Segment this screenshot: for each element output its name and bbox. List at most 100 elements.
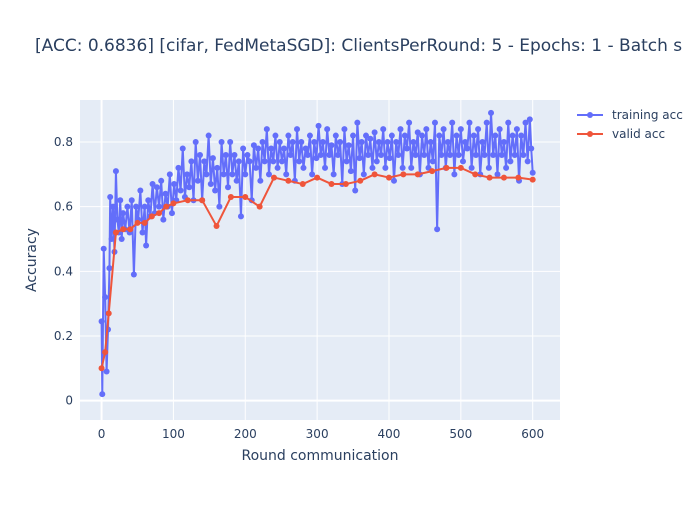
data-point-training-acc[interactable] xyxy=(197,152,203,158)
data-point-valid-acc[interactable] xyxy=(329,181,335,187)
data-point-training-acc[interactable] xyxy=(290,139,296,145)
data-point-valid-acc[interactable] xyxy=(472,171,478,177)
data-point-training-acc[interactable] xyxy=(163,191,169,197)
data-point-training-acc[interactable] xyxy=(503,165,509,171)
data-point-training-acc[interactable] xyxy=(109,236,115,242)
data-point-training-acc[interactable] xyxy=(106,265,112,271)
data-point-training-acc[interactable] xyxy=(300,165,306,171)
data-point-training-acc[interactable] xyxy=(423,126,429,132)
data-point-training-acc[interactable] xyxy=(210,155,216,161)
data-point-training-acc[interactable] xyxy=(318,152,324,158)
data-point-training-acc[interactable] xyxy=(119,236,125,242)
data-point-training-acc[interactable] xyxy=(120,210,126,216)
data-point-training-acc[interactable] xyxy=(171,181,177,187)
data-point-training-acc[interactable] xyxy=(430,158,436,164)
data-point-training-acc[interactable] xyxy=(369,165,375,171)
data-point-training-acc[interactable] xyxy=(337,139,343,145)
data-point-training-acc[interactable] xyxy=(253,165,259,171)
data-point-training-acc[interactable] xyxy=(324,126,330,132)
data-point-training-acc[interactable] xyxy=(367,136,373,142)
data-point-valid-acc[interactable] xyxy=(214,223,220,229)
data-point-training-acc[interactable] xyxy=(385,139,391,145)
data-point-training-acc[interactable] xyxy=(99,391,105,397)
data-point-valid-acc[interactable] xyxy=(120,226,126,232)
data-point-valid-acc[interactable] xyxy=(99,365,105,371)
data-point-training-acc[interactable] xyxy=(193,139,199,145)
data-point-training-acc[interactable] xyxy=(244,152,250,158)
data-point-training-acc[interactable] xyxy=(154,184,160,190)
data-point-training-acc[interactable] xyxy=(346,142,352,148)
data-point-training-acc[interactable] xyxy=(184,171,190,177)
data-point-training-acc[interactable] xyxy=(188,158,194,164)
data-point-training-acc[interactable] xyxy=(231,152,237,158)
data-point-training-acc[interactable] xyxy=(178,188,184,194)
data-point-training-acc[interactable] xyxy=(298,139,304,145)
data-point-valid-acc[interactable] xyxy=(458,165,464,171)
data-point-training-acc[interactable] xyxy=(219,139,225,145)
data-point-training-acc[interactable] xyxy=(436,133,442,139)
data-point-training-acc[interactable] xyxy=(247,158,253,164)
data-point-training-acc[interactable] xyxy=(137,188,143,194)
data-point-training-acc[interactable] xyxy=(404,145,410,151)
data-point-training-acc[interactable] xyxy=(462,139,468,145)
data-point-training-acc[interactable] xyxy=(376,139,382,145)
data-point-training-acc[interactable] xyxy=(393,139,399,145)
data-point-training-acc[interactable] xyxy=(102,294,108,300)
data-point-training-acc[interactable] xyxy=(331,171,337,177)
data-point-training-acc[interactable] xyxy=(221,171,227,177)
data-point-training-acc[interactable] xyxy=(464,145,470,151)
data-point-training-acc[interactable] xyxy=(143,242,149,248)
data-point-training-acc[interactable] xyxy=(528,145,534,151)
data-point-valid-acc[interactable] xyxy=(530,177,536,183)
data-point-training-acc[interactable] xyxy=(311,139,317,145)
data-point-valid-acc[interactable] xyxy=(285,178,291,184)
data-point-valid-acc[interactable] xyxy=(134,220,140,226)
data-point-valid-acc[interactable] xyxy=(228,194,234,200)
data-point-training-acc[interactable] xyxy=(216,204,222,210)
data-point-training-acc[interactable] xyxy=(458,126,464,132)
data-point-valid-acc[interactable] xyxy=(487,175,493,181)
data-point-training-acc[interactable] xyxy=(428,139,434,145)
data-point-training-acc[interactable] xyxy=(158,178,164,184)
data-point-training-acc[interactable] xyxy=(432,120,438,126)
data-point-training-acc[interactable] xyxy=(270,158,276,164)
data-point-training-acc[interactable] xyxy=(110,204,116,210)
data-point-training-acc[interactable] xyxy=(395,152,401,158)
data-point-training-acc[interactable] xyxy=(255,145,261,151)
data-point-training-acc[interactable] xyxy=(451,171,457,177)
data-point-training-acc[interactable] xyxy=(229,171,235,177)
data-point-valid-acc[interactable] xyxy=(443,165,449,171)
data-point-valid-acc[interactable] xyxy=(142,220,148,226)
data-point-training-acc[interactable] xyxy=(525,158,531,164)
data-point-training-acc[interactable] xyxy=(361,171,367,177)
data-point-training-acc[interactable] xyxy=(400,165,406,171)
data-point-valid-acc[interactable] xyxy=(149,213,155,219)
data-point-training-acc[interactable] xyxy=(195,178,201,184)
data-point-valid-acc[interactable] xyxy=(357,178,363,184)
data-point-training-acc[interactable] xyxy=(175,165,181,171)
data-point-training-acc[interactable] xyxy=(445,139,451,145)
data-point-training-acc[interactable] xyxy=(365,152,371,158)
data-point-training-acc[interactable] xyxy=(359,139,365,145)
data-point-training-acc[interactable] xyxy=(469,165,475,171)
data-point-training-acc[interactable] xyxy=(486,165,492,171)
data-point-training-acc[interactable] xyxy=(387,155,393,161)
data-point-valid-acc[interactable] xyxy=(415,171,421,177)
data-point-valid-acc[interactable] xyxy=(400,171,406,177)
data-point-training-acc[interactable] xyxy=(129,197,135,203)
data-point-valid-acc[interactable] xyxy=(429,168,435,174)
data-point-training-acc[interactable] xyxy=(124,204,130,210)
data-point-training-acc[interactable] xyxy=(320,139,326,145)
data-point-training-acc[interactable] xyxy=(272,133,278,139)
data-point-training-acc[interactable] xyxy=(378,152,384,158)
data-point-training-acc[interactable] xyxy=(281,145,287,151)
data-point-training-acc[interactable] xyxy=(236,158,242,164)
data-point-training-acc[interactable] xyxy=(307,133,313,139)
data-point-training-acc[interactable] xyxy=(180,145,186,151)
data-point-training-acc[interactable] xyxy=(421,152,427,158)
data-point-training-acc[interactable] xyxy=(344,158,350,164)
data-point-training-acc[interactable] xyxy=(145,197,151,203)
data-point-training-acc[interactable] xyxy=(501,139,507,145)
data-point-training-acc[interactable] xyxy=(499,152,505,158)
data-point-training-acc[interactable] xyxy=(203,171,209,177)
